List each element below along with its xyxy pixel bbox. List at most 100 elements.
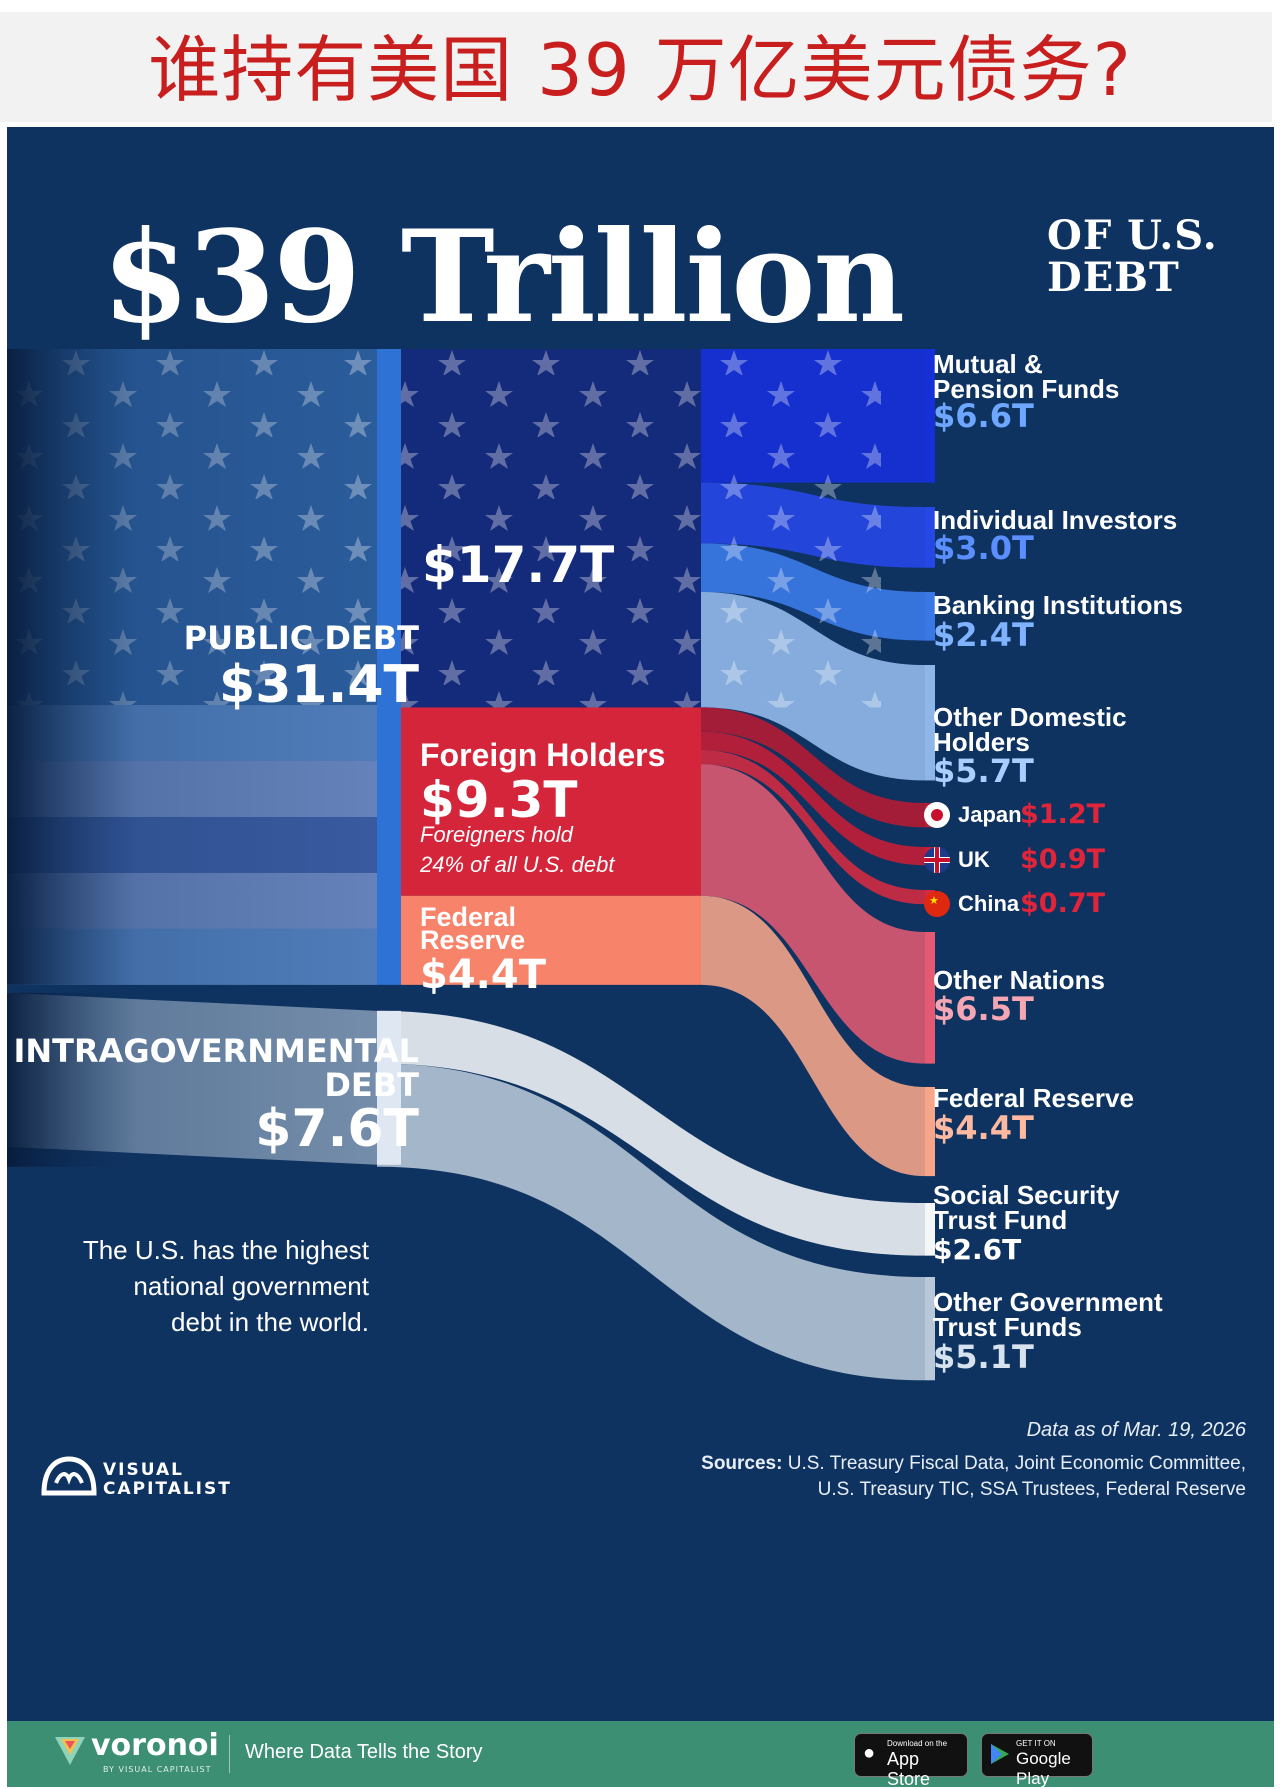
google-play-small-text: GET IT ON (1016, 1739, 1056, 1748)
link-social-security-trust-fund (377, 1010, 925, 1256)
holder-value-social-security: $2.6T (933, 1233, 1022, 1266)
foreign-note-line1: Foreigners hold (420, 822, 573, 847)
country-value-uk: $0.9T (1020, 844, 1106, 875)
holder-label-other-gov-line1: Other Government (933, 1287, 1163, 1317)
country-row-china: ★ China $0.7T (924, 884, 1105, 924)
intragovernmental-label-line1: INTRAGOVERNMENTAL (13, 1032, 419, 1070)
country-value-japan: $1.2T (1020, 799, 1106, 830)
infographic: $39 Trillion OF U.S. DEBT PUBLIC DEBT $3… (7, 127, 1274, 1721)
foreign-holders-label: Foreign Holders (420, 737, 666, 773)
uk-flag-icon (924, 847, 950, 873)
main-title: $39 Trillion (102, 203, 905, 351)
google-play-button[interactable]: GET IT ON Google Play (981, 1733, 1093, 1788)
domestic-stars (401, 349, 881, 708)
federal-reserve-label-line1: Federal (420, 902, 517, 932)
holder-label-federal-reserve: Federal Reserve (933, 1083, 1134, 1113)
voronoi-wordmark: voronoi (91, 1728, 219, 1763)
link-china (701, 749, 925, 905)
country-name-japan: Japan (958, 802, 1022, 827)
holder-label-other-nations: Other Nations (933, 965, 1105, 995)
subtitle-line1: OF U.S. (1047, 212, 1218, 259)
link-other-nations (701, 764, 925, 1064)
holder-label-individual: Individual Investors (933, 505, 1178, 535)
holder-node-other-nations (925, 932, 935, 1064)
federal-reserve-center-value: $4.4T (420, 952, 546, 998)
sankey-chart (7, 349, 935, 1381)
china-flag-icon: ★ (924, 891, 950, 917)
holder-node-individual-investors (925, 507, 935, 568)
holder-value-banking: $2.4T (933, 616, 1034, 654)
app-store-text: App Store (887, 1749, 931, 1789)
holder-node-mutual-pension-funds (925, 349, 935, 483)
federal-reserve-label-line2: Reserve (420, 925, 526, 955)
public-debt-shade (7, 349, 377, 985)
note-line3: debt in the world. (170, 1307, 369, 1337)
country-value-china: $0.7T (1020, 888, 1106, 919)
holder-label-social-security-line2: Trust Fund (933, 1205, 1068, 1235)
link-japan (701, 707, 925, 828)
footer-tagline: Where Data Tells the Story (245, 1741, 483, 1763)
intragovernmental-value: $7.6T (255, 1099, 419, 1159)
sources-text-line2: U.S. Treasury TIC, SSA Trustees, Federal… (817, 1479, 1246, 1500)
holder-label-mutual-line2: Pension Funds (933, 374, 1120, 404)
holder-label-other-domestic-line1: Other Domestic (933, 702, 1127, 732)
voronoi-subtext: BY VISUAL CAPITALIST (103, 1765, 212, 1774)
intragovernmental-node (377, 1010, 401, 1165)
holder-label-other-gov-line2: Trust Funds (933, 1312, 1082, 1342)
apple-icon: ● (863, 1742, 876, 1764)
app-store-button[interactable]: ● Download on the App Store (854, 1733, 968, 1789)
country-row-uk: UK $0.9T (924, 840, 1105, 880)
data-date: Data as of Mar. 19, 2026 (1026, 1419, 1246, 1441)
intragovernmental-shade (7, 992, 377, 1167)
foreign-holders-value: $9.3T (420, 771, 578, 829)
holder-label-other-domestic-line2: Holders (933, 727, 1030, 757)
public-debt-value: $31.4T (219, 655, 419, 715)
public-debt-node (377, 349, 401, 985)
google-play-icon (990, 1743, 1010, 1770)
vc-logo-line2: CAPITALIST (103, 1479, 232, 1499)
holder-value-other-gov: $5.1T (933, 1338, 1034, 1376)
holder-value-mutual: $6.6T (933, 397, 1034, 435)
chinese-title-banner (0, 12, 1272, 122)
app-store-small-text: Download on the (887, 1739, 948, 1748)
holder-node-federal-reserve (925, 1087, 935, 1177)
note-line1: The U.S. has the highest (82, 1235, 369, 1265)
holder-node-other-domestic-holders (925, 665, 935, 781)
intragovernmental-label-line2: DEBT (324, 1066, 419, 1104)
vc-logo-line1: VISUAL (103, 1460, 184, 1480)
sources-text-line1: U.S. Treasury Fiscal Data, Joint Economi… (787, 1453, 1246, 1474)
holder-label-banking: Banking Institutions (933, 590, 1183, 620)
country-name-china: China (958, 891, 1020, 916)
sources-line1: Sources: U.S. Treasury Fiscal Data, Join… (701, 1451, 1246, 1477)
holder-node-banking-institutions (925, 592, 935, 641)
visual-capitalist-logo-icon (40, 1453, 98, 1499)
subtitle-line2: DEBT (1047, 254, 1180, 301)
link-uk (701, 731, 925, 866)
public-debt-label: PUBLIC DEBT (183, 619, 419, 657)
foreign-holders-node (401, 707, 701, 896)
holder-value-other-domestic: $5.7T (933, 752, 1034, 790)
holder-value-other-nations: $6.5T (933, 990, 1034, 1028)
link-other-government-trust-funds (377, 1063, 925, 1381)
footer-divider (229, 1735, 230, 1773)
country-name-uk: UK (958, 847, 990, 872)
holder-label-social-security-line1: Social Security (933, 1180, 1120, 1210)
holder-value-individual: $3.0T (933, 529, 1034, 567)
foreign-note-line2: 24% of all U.S. debt (420, 852, 615, 877)
google-play-text: Google Play (1016, 1749, 1071, 1788)
holder-node-other-government-trust-funds (925, 1277, 935, 1381)
note-line2: national government (133, 1271, 369, 1301)
holder-node-social-security-trust-fund (925, 1203, 935, 1256)
domestic-value: $17.7T (422, 536, 615, 594)
holder-label-mutual-line1: Mutual & (933, 349, 1043, 379)
chinese-title: 谁持有美国 39 万亿美元债务? (148, 28, 1132, 112)
link-federal-reserve (701, 895, 925, 1177)
country-row-japan: Japan $1.2T (924, 795, 1105, 835)
voronoi-logo-icon (53, 1735, 87, 1767)
footer-bar: voronoi BY VISUAL CAPITALIST Where Data … (7, 1721, 1274, 1789)
holder-value-federal-reserve: $4.4T (933, 1109, 1034, 1147)
sources-label: Sources: (701, 1453, 783, 1474)
japan-flag-icon (924, 802, 950, 828)
sankey-overlay (401, 349, 881, 708)
federal-reserve-node (401, 895, 701, 985)
